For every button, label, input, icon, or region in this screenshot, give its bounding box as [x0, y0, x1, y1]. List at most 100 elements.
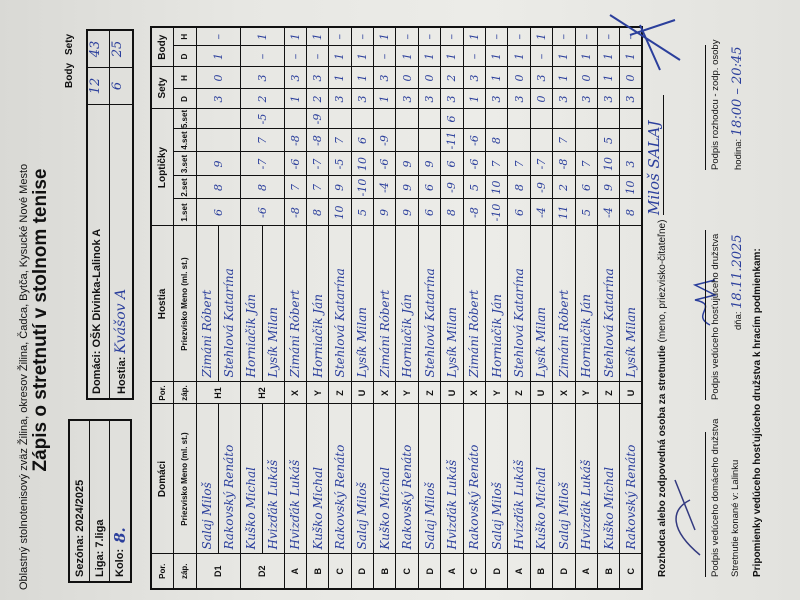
set-2-score: 9: [328, 176, 352, 199]
set-3-score: -6: [463, 152, 486, 176]
home-player-name: Salaj Miloš: [485, 404, 508, 554]
sety-home: 3: [328, 88, 352, 109]
set-4-score: 7: [240, 129, 284, 152]
guest-player-name: Stehlová Katarína: [328, 226, 352, 382]
set-3-score: 7: [575, 152, 598, 176]
home-position: A: [575, 554, 598, 589]
col-set-5: 5.set: [173, 108, 196, 129]
season-label: Sezóna: 2024/2025: [73, 479, 86, 577]
sety-home: 1: [463, 88, 486, 109]
sety-home: 3: [440, 88, 464, 109]
home-sety-total: 43: [88, 31, 109, 68]
home-position: C: [395, 554, 419, 589]
guest-player-name: Horniačik Ján: [395, 226, 419, 382]
guest-player-name: Zimáni Róbert: [196, 226, 218, 382]
home-position: D1: [196, 554, 240, 589]
body-guest: 1: [240, 26, 284, 46]
set-2-score: -10: [351, 176, 374, 199]
set-4-score: [395, 129, 419, 152]
body-home: 1: [328, 45, 352, 67]
home-player-name: Hvizďák Lukáš: [440, 404, 464, 554]
home-position: B: [530, 554, 553, 589]
set-5-score: [619, 108, 643, 129]
col-body-h: H: [173, 26, 196, 46]
referee-name: Miloš SALAJ: [645, 95, 664, 215]
set-5-score: [507, 108, 531, 129]
date-value: 18.11.2025: [730, 234, 745, 309]
singles-row: C Rakovský Renáto U Lysík Milan 8 10 3 3 0 1–: [619, 26, 643, 589]
guest-player-name: Lysík Milan: [530, 226, 553, 382]
set-5-score: -9: [306, 108, 329, 129]
guest-player-name: Horniačik Ján: [306, 226, 329, 382]
home-player-name: Kuško Michal: [240, 404, 262, 554]
body-home: 1: [196, 45, 240, 67]
set-3-score: 6: [440, 152, 464, 176]
table-header-row: Por. Domáci Por. Hostia Loptičky Sety Bo…: [151, 26, 173, 589]
home-player-name: Kuško Michal: [373, 404, 396, 554]
col-zap-guest: záp.: [173, 382, 196, 404]
sety-guest: 3: [530, 66, 553, 89]
sety-guest: 2: [440, 66, 464, 89]
league-label: Liga: 7.liga: [93, 519, 106, 577]
body-guest: 1: [373, 26, 396, 46]
guest-position: X: [552, 382, 576, 404]
body-home: –: [373, 45, 396, 67]
set-3-score: -7: [530, 152, 553, 176]
guest-player-name: Zimáni Róbert: [373, 226, 396, 382]
home-team: Domáci: OŠK Divinka-Lalinok A: [91, 228, 103, 394]
body-label: Body: [64, 63, 75, 88]
set-3-score: 9: [196, 152, 240, 176]
sety-home: 2: [306, 88, 329, 109]
home-player-name: Hvizďák Lukáš: [284, 404, 307, 554]
set-4-score: 6: [351, 129, 374, 152]
guest-position: Z: [328, 382, 352, 404]
form-title: Zápis o stretnutí v stolnom tenise: [30, 168, 51, 472]
sety-guest: 3: [463, 66, 486, 89]
set-4-score: [575, 129, 598, 152]
sety-home: 3: [395, 88, 419, 109]
home-position: D: [351, 554, 374, 589]
guest-player-name: Zimáni Róbert: [284, 226, 307, 382]
body-guest: –: [507, 26, 531, 46]
guest-player-name: Stehlová Katarína: [218, 226, 240, 382]
guest-position: X: [284, 382, 307, 404]
set-5-score: [552, 108, 576, 129]
body-home: –: [463, 45, 486, 67]
guest-player-name: Stehlová Katarína: [597, 226, 620, 382]
set-4-score: 7: [552, 129, 576, 152]
doubles-row: D2 Kuško Michal H2 Horniačik Ján -6 8 -7 7 -5 2 3–…: [240, 26, 284, 589]
home-player-name: Kuško Michal: [530, 404, 553, 554]
sety-home: 3: [507, 88, 531, 109]
singles-row: C Rakovský Renáto Y Horniačik Ján 9 9 9 3 0 1–: [395, 26, 419, 589]
remarks-label: Pripomienky vedúceho hosťujúceho družstv…: [752, 248, 763, 577]
body-home: –: [306, 45, 329, 67]
sety-guest: 0: [575, 66, 598, 89]
singles-row: A Hvizďák Lukáš Z Stehlová Katarína 6 8 7 3 0 1–: [507, 26, 531, 589]
sety-home: 3: [575, 88, 598, 109]
set-5-score: [485, 108, 508, 129]
sety-guest: 1: [328, 66, 352, 89]
home-body-total: 12: [88, 68, 109, 105]
home-signature: [674, 479, 701, 556]
sety-guest: 1: [552, 66, 576, 89]
referee-hint: (meno, priezvisko-čitateľne): [657, 219, 668, 343]
set-4-score: -8: [306, 129, 329, 152]
body-guest: –: [485, 26, 508, 46]
guest-position: H2: [240, 382, 284, 404]
set-2-score: 5: [463, 176, 486, 199]
set-1-score: 5: [351, 199, 374, 226]
set-5-score: [328, 108, 352, 129]
home-position: D: [552, 554, 576, 589]
set-1-score: 8: [619, 199, 643, 226]
col-guest-name: Priezvisko Meno (ml. st.): [173, 226, 196, 382]
set-5-score: 6: [440, 108, 464, 129]
guest-position: U: [440, 382, 464, 404]
sety-home: 1: [373, 88, 396, 109]
set-3-score: 9: [395, 152, 419, 176]
sety-label: Sety: [64, 33, 75, 55]
guest-body-total: 6: [110, 68, 132, 105]
set-1-score: 10: [328, 199, 352, 226]
set-1-score: 8: [306, 199, 329, 226]
home-position: A: [507, 554, 531, 589]
singles-row: D Salaj Miloš U Lysík Milan 5 -10 10 6 3 1 1–: [351, 26, 374, 589]
